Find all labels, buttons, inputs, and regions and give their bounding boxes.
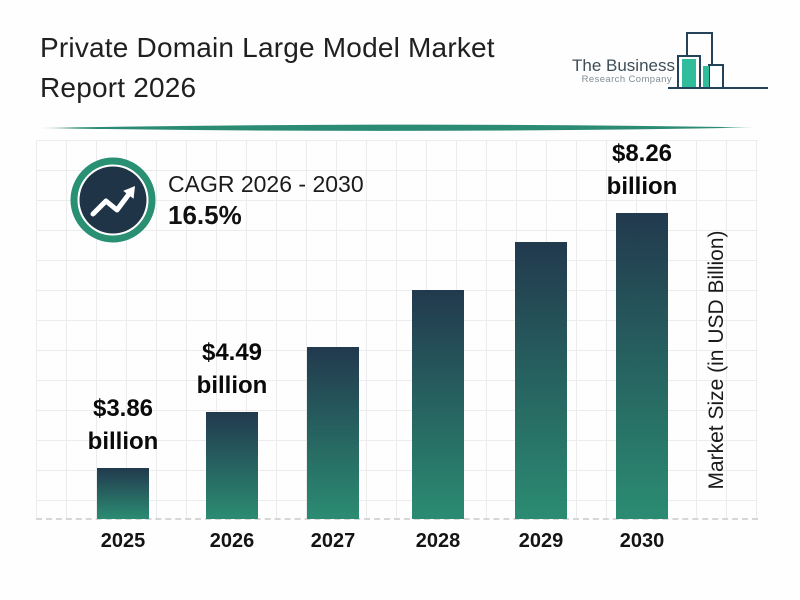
y-axis-label: Market Size (in USD Billion): [705, 230, 728, 490]
divider-swoosh: [38, 124, 756, 131]
chart-baseline: [36, 518, 758, 520]
chart-bar-2025: [97, 468, 149, 519]
logo-text-line2: Research Company: [582, 74, 672, 85]
x-axis-label-2028: 2028: [415, 530, 461, 552]
bar-value-label-2026: $4.49 billion: [196, 339, 268, 399]
page-title: Private Domain Large Model Market Report…: [40, 28, 560, 108]
cagr-label: CAGR 2026 - 2030: [168, 171, 364, 197]
logo-bar-chart-icon: [668, 32, 768, 89]
cagr-annotation: CAGR 2026 - 2030 16.5%: [168, 170, 364, 232]
x-axis-label-2025: 2025: [100, 530, 146, 552]
chart-bar-2027: [307, 347, 359, 519]
logo-text-line1: The Business: [572, 56, 675, 75]
cagr-trend-icon: [70, 157, 156, 243]
chart-bar-2028: [412, 290, 464, 519]
page-title-line2: Report 2026: [40, 72, 197, 103]
chart-bar-2029: [515, 242, 567, 519]
bar-value-label-2025: $3.86 billion: [87, 395, 159, 455]
x-axis-label-2029: 2029: [518, 530, 564, 552]
bar-value-label-2030: $8.26 billion: [606, 140, 678, 200]
x-axis-label-2026: 2026: [209, 530, 255, 552]
chart-bar-2026: [206, 412, 258, 519]
cagr-value: 16.5%: [168, 200, 242, 230]
x-axis-label-2030: 2030: [619, 530, 665, 552]
chart-bar-2030: [616, 213, 668, 519]
x-axis-label-2027: 2027: [310, 530, 356, 552]
company-logo: The Business Research Company: [572, 32, 768, 89]
page-title-line1: Private Domain Large Model Market: [40, 32, 495, 63]
